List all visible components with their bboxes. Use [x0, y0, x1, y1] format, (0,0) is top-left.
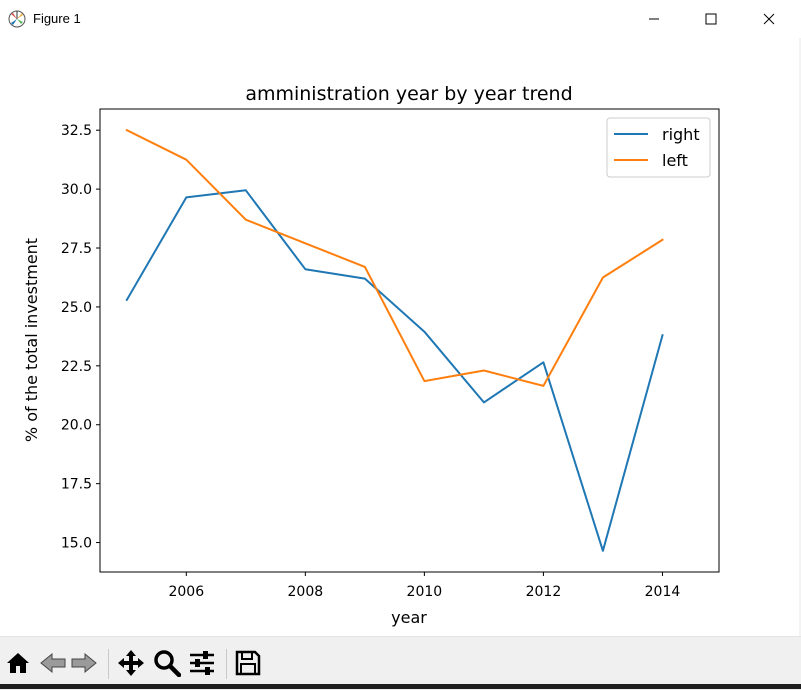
- matplotlib-icon: [8, 10, 26, 28]
- window-title: Figure 1: [33, 11, 81, 26]
- configure-subplots-button[interactable]: [186, 647, 218, 679]
- legend-frame: [606, 117, 711, 178]
- series-lines: [125, 128, 664, 552]
- series-line-left: [125, 128, 664, 387]
- series-line-right: [125, 189, 664, 552]
- x-tick-label: 2006: [168, 584, 204, 600]
- toolbar-separator: [226, 649, 227, 679]
- legend-label-left: left: [662, 151, 688, 170]
- title-bar[interactable]: Figure 1: [0, 0, 801, 38]
- legend: right left: [606, 117, 711, 178]
- pan-button[interactable]: [115, 647, 147, 679]
- navigation-toolbar: [0, 636, 801, 690]
- back-button[interactable]: [37, 647, 69, 679]
- pan-icon: [118, 650, 144, 676]
- y-tick-label: 15.0: [61, 536, 92, 552]
- y-tick-label: 17.5: [61, 477, 92, 493]
- zoom-button[interactable]: [151, 647, 183, 679]
- maximize-icon: [705, 13, 717, 25]
- legend-label-right: right: [662, 125, 700, 144]
- window-edge: [799, 38, 801, 636]
- x-tick-label: 2008: [288, 584, 324, 600]
- y-tick-label: 32.5: [61, 123, 92, 139]
- x-axis: 2006 2008 2010 2012 2014: [168, 572, 680, 600]
- forward-button[interactable]: [68, 647, 100, 679]
- y-tick-label: 22.5: [61, 359, 92, 375]
- toolbar-separator: [108, 649, 109, 679]
- x-tick-label: 2010: [407, 584, 443, 600]
- y-axis-label: % of the total investment: [22, 238, 41, 442]
- x-tick-label: 2014: [645, 584, 681, 600]
- x-axis-label: year: [391, 608, 427, 627]
- y-tick-label: 20.0: [61, 418, 92, 434]
- background-window-strip: [0, 684, 801, 689]
- zoom-icon: [154, 650, 181, 677]
- y-tick-label: 30.0: [61, 182, 92, 198]
- minimize-button[interactable]: [625, 0, 683, 38]
- home-button[interactable]: [2, 647, 34, 679]
- save-button[interactable]: [232, 647, 264, 679]
- y-axis: 15.0 17.5 20.0 22.5 25.0 27.5 30.0 32.5: [61, 123, 100, 552]
- home-icon: [7, 653, 29, 673]
- x-tick-label: 2012: [526, 584, 562, 600]
- back-icon: [40, 652, 66, 674]
- forward-icon: [71, 652, 97, 674]
- line-chart: amministration year by year trend 15.0 17…: [22, 83, 720, 627]
- close-icon: [763, 13, 775, 25]
- close-button[interactable]: [740, 0, 798, 38]
- plot-frame: [99, 108, 720, 573]
- configure-subplots-icon: [190, 651, 214, 675]
- save-icon: [235, 650, 261, 676]
- chart-title: amministration year by year trend: [245, 83, 572, 105]
- maximize-button[interactable]: [682, 0, 740, 38]
- minimize-icon: [649, 18, 659, 20]
- y-tick-label: 25.0: [61, 300, 92, 316]
- y-tick-label: 27.5: [61, 241, 92, 257]
- chart-canvas[interactable]: amministration year by year trend 15.0 17…: [0, 38, 801, 636]
